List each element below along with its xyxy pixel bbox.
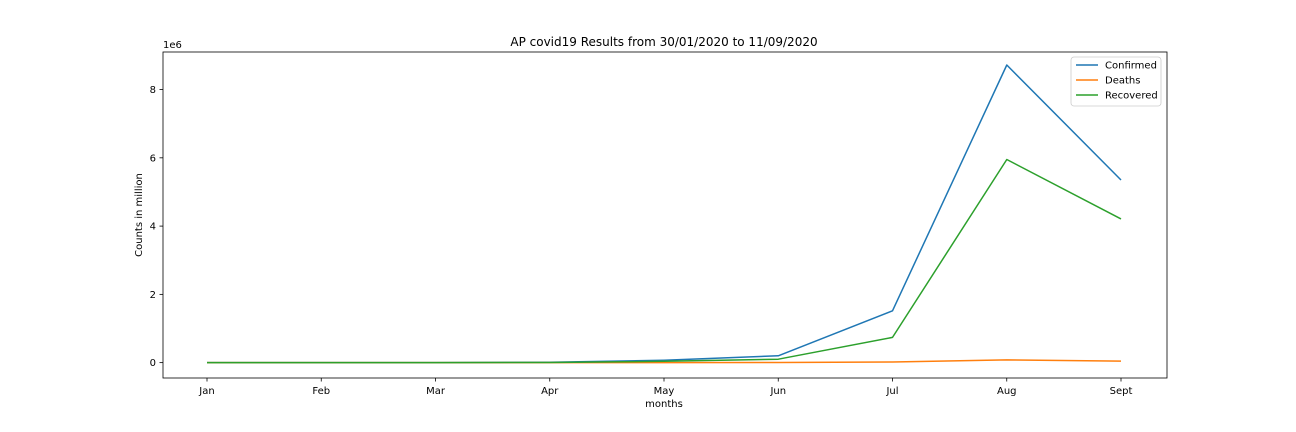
x-tick-label: May xyxy=(654,386,675,397)
y-tick-label: 0 xyxy=(150,358,156,369)
legend-box xyxy=(1070,56,1162,107)
x-tick-label: Aug xyxy=(997,386,1017,397)
y-axis-label: Counts in million xyxy=(134,173,145,257)
chart-title: AP covid19 Results from 30/01/2020 to 11… xyxy=(510,35,817,49)
x-tick-label: Feb xyxy=(312,386,330,397)
plot-area xyxy=(162,51,1168,379)
x-tick-label: Sept xyxy=(1110,386,1133,397)
series-line-confirmed xyxy=(207,64,1122,364)
y-tick-label: 6 xyxy=(150,153,156,164)
y-tick-label: 4 xyxy=(150,222,156,233)
legend: Confirmed Deaths Recovered xyxy=(1070,56,1162,107)
x-axis: Jan Feb Mar Apr May Jun Jul Aug Sept xyxy=(198,378,1132,397)
legend-label-confirmed: Confirmed xyxy=(1105,61,1157,72)
y-tick-label: 8 xyxy=(150,85,156,96)
y-tick-label: 2 xyxy=(150,290,156,301)
y-offset-label: 1e6 xyxy=(163,40,182,51)
x-tick-label: Apr xyxy=(541,386,559,397)
x-tick-label: Jan xyxy=(198,386,214,397)
x-tick-label: Jun xyxy=(769,386,786,397)
legend-label-recovered: Recovered xyxy=(1105,91,1158,102)
x-axis-label: months xyxy=(645,399,683,410)
legend-label-deaths: Deaths xyxy=(1105,76,1140,87)
x-tick-label: Jul xyxy=(885,386,898,397)
series-line-recovered xyxy=(207,158,1122,364)
series-lines xyxy=(207,64,1122,364)
x-tick-label: Mar xyxy=(426,386,446,397)
y-axis: 0 2 4 6 8 xyxy=(150,85,163,369)
